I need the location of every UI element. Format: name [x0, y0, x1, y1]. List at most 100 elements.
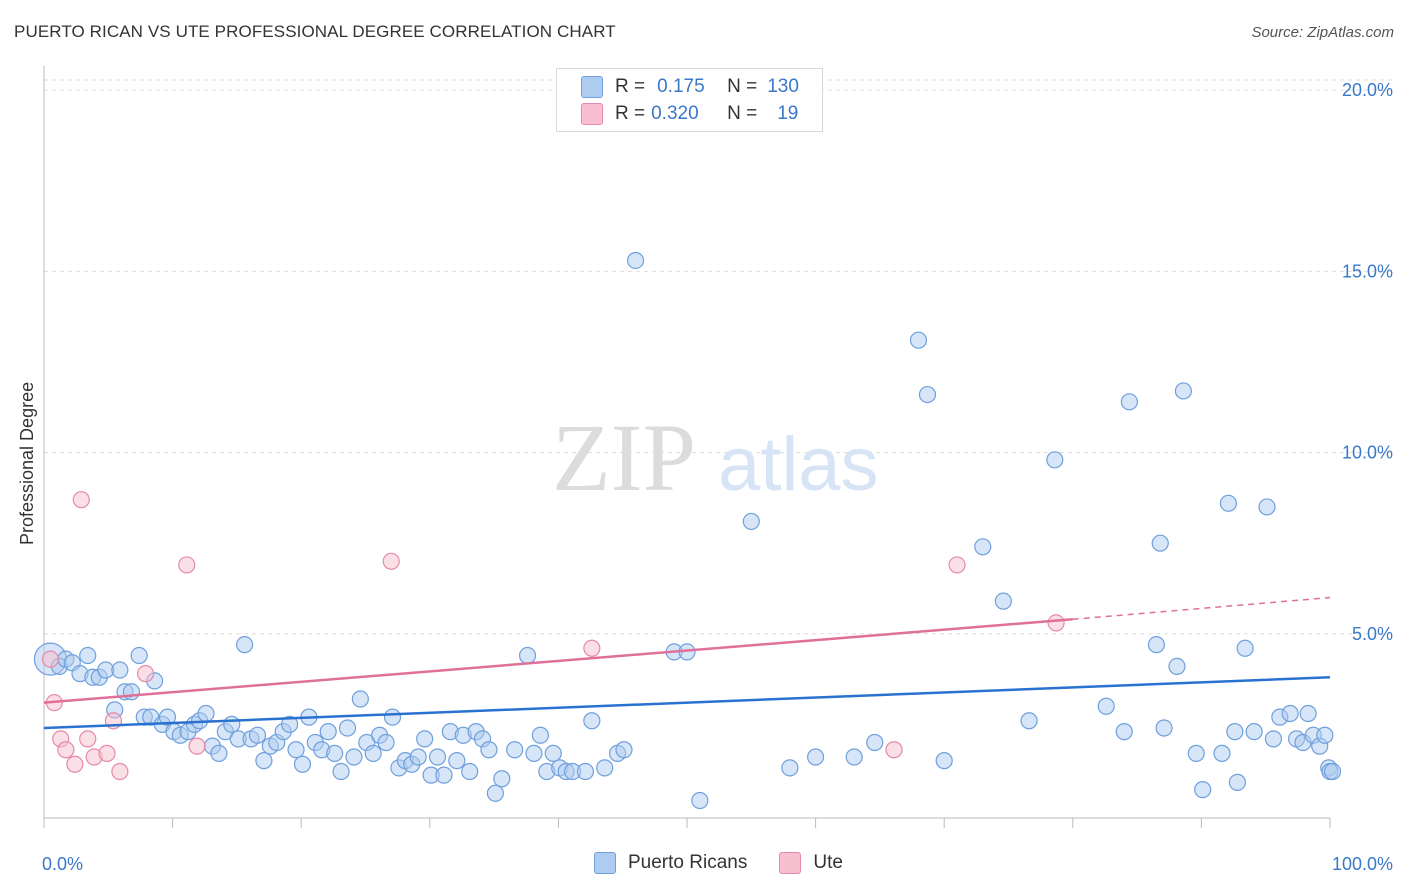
point-puerto-ricans — [255, 752, 273, 770]
point-ute — [136, 665, 155, 683]
point-puerto-ricans — [1174, 382, 1192, 400]
point-ute — [98, 744, 116, 762]
point-puerto-ricans — [1219, 494, 1238, 512]
point-puerto-ricans — [1316, 726, 1334, 744]
point-puerto-ricans — [974, 538, 992, 556]
gridlines — [44, 79, 1392, 635]
point-puerto-ricans — [416, 730, 434, 748]
x-tick-label: 100.0% — [1332, 854, 1393, 874]
point-puerto-ricans — [596, 759, 614, 777]
point-puerto-ricans — [293, 755, 312, 773]
point-puerto-ricans — [122, 683, 141, 701]
point-puerto-ricans — [506, 741, 524, 759]
y-tick-label: 15.0% — [1342, 261, 1393, 281]
legend-r-value: 0.175 — [657, 76, 705, 97]
y-tick-label: 5.0% — [1352, 624, 1393, 644]
legend-swatch-blue — [581, 76, 603, 98]
point-puerto-ricans — [1213, 744, 1231, 762]
y-tick-label: 10.0% — [1342, 443, 1393, 463]
point-puerto-ricans — [435, 766, 453, 784]
trend-line-ute-extension — [1072, 596, 1331, 621]
legend-n-value: 130 — [767, 76, 799, 97]
point-puerto-ricans — [866, 733, 884, 752]
point-puerto-ricans — [448, 752, 466, 770]
point-puerto-ricans — [1194, 781, 1212, 799]
point-puerto-ricans — [583, 712, 601, 730]
point-puerto-ricans — [248, 726, 267, 744]
point-puerto-ricans — [111, 661, 129, 679]
point-puerto-ricans — [345, 748, 363, 766]
point-ute — [382, 552, 400, 570]
point-puerto-ricans — [461, 762, 479, 781]
series-legend-ute[interactable]: Ute — [779, 852, 843, 874]
point-puerto-ricans — [1226, 723, 1244, 741]
point-puerto-ricans — [806, 748, 825, 766]
point-ute — [66, 755, 84, 773]
point-puerto-ricans — [1264, 730, 1283, 748]
point-puerto-ricans — [994, 592, 1012, 610]
point-ute — [188, 737, 206, 755]
point-puerto-ricans — [1258, 498, 1276, 516]
correlation-legend: R = 0.175 N = 130 R = 0.320 N = 19 — [556, 68, 823, 132]
point-ute — [583, 639, 601, 657]
point-puerto-ricans — [383, 708, 402, 726]
x-tick-label: 0.0% — [42, 854, 83, 874]
y-tick-labels: 5.0% 10.0% 15.0% 20.0% — [1342, 80, 1393, 644]
watermark-zip: ZIP — [552, 404, 696, 511]
point-puerto-ricans — [544, 744, 562, 762]
point-puerto-ricans — [531, 726, 549, 744]
point-puerto-ricans — [428, 748, 447, 766]
point-puerto-ricans — [845, 748, 863, 766]
point-ute — [57, 741, 75, 759]
point-puerto-ricans — [918, 385, 937, 404]
point-puerto-ricans — [909, 331, 928, 349]
point-ute — [41, 650, 60, 668]
legend-r-label: R = — [615, 103, 646, 124]
legend-row-ute: R = 0.320 N = 19 — [581, 102, 798, 126]
trend-line-ute — [43, 618, 1073, 704]
point-puerto-ricans — [409, 748, 427, 766]
series-legend-puerto-ricans[interactable]: Puerto Ricans — [594, 852, 747, 874]
point-puerto-ricans — [281, 715, 299, 733]
point-puerto-ricans — [223, 715, 241, 733]
point-puerto-ricans — [742, 512, 760, 531]
point-puerto-ricans — [1228, 773, 1247, 791]
point-puerto-ricans — [1323, 762, 1342, 781]
point-puerto-ricans — [1115, 723, 1133, 741]
point-puerto-ricans — [1046, 451, 1064, 469]
point-puerto-ricans — [1299, 704, 1317, 723]
point-puerto-ricans — [626, 251, 645, 270]
point-puerto-ricans — [338, 719, 357, 737]
point-puerto-ricans — [691, 791, 709, 810]
point-puerto-ricans — [1168, 657, 1186, 676]
chart-title: PUERTO RICAN VS UTE PROFESSIONAL DEGREE … — [14, 22, 616, 41]
point-puerto-ricans — [486, 784, 504, 802]
point-puerto-ricans — [79, 646, 97, 665]
axes — [43, 66, 1331, 828]
point-puerto-ricans — [319, 723, 337, 741]
point-ute — [948, 556, 966, 574]
point-puerto-ricans — [493, 770, 511, 788]
point-puerto-ricans — [197, 704, 215, 723]
point-puerto-ricans — [1097, 697, 1115, 715]
point-ute — [1047, 614, 1065, 632]
point-ute — [72, 491, 90, 509]
series-swatch-blue — [594, 852, 616, 874]
chart-source: Source: ZipAtlas.com — [1251, 24, 1394, 41]
point-puerto-ricans — [480, 741, 498, 759]
point-puerto-ricans — [287, 741, 305, 759]
point-ute — [79, 730, 97, 748]
point-puerto-ricans — [364, 744, 382, 762]
legend-n-label: N = — [727, 76, 758, 97]
point-puerto-ricans — [1245, 723, 1263, 741]
legend-r-label: R = — [615, 76, 646, 97]
watermark: ZIP atlas — [552, 404, 879, 511]
point-puerto-ricans — [1120, 393, 1138, 411]
point-puerto-ricans — [158, 708, 177, 726]
point-puerto-ricans — [615, 741, 633, 759]
legend-n-value: 19 — [777, 103, 799, 124]
trend-lines — [43, 596, 1331, 730]
point-puerto-ricans — [332, 762, 350, 781]
point-puerto-ricans — [236, 636, 254, 654]
